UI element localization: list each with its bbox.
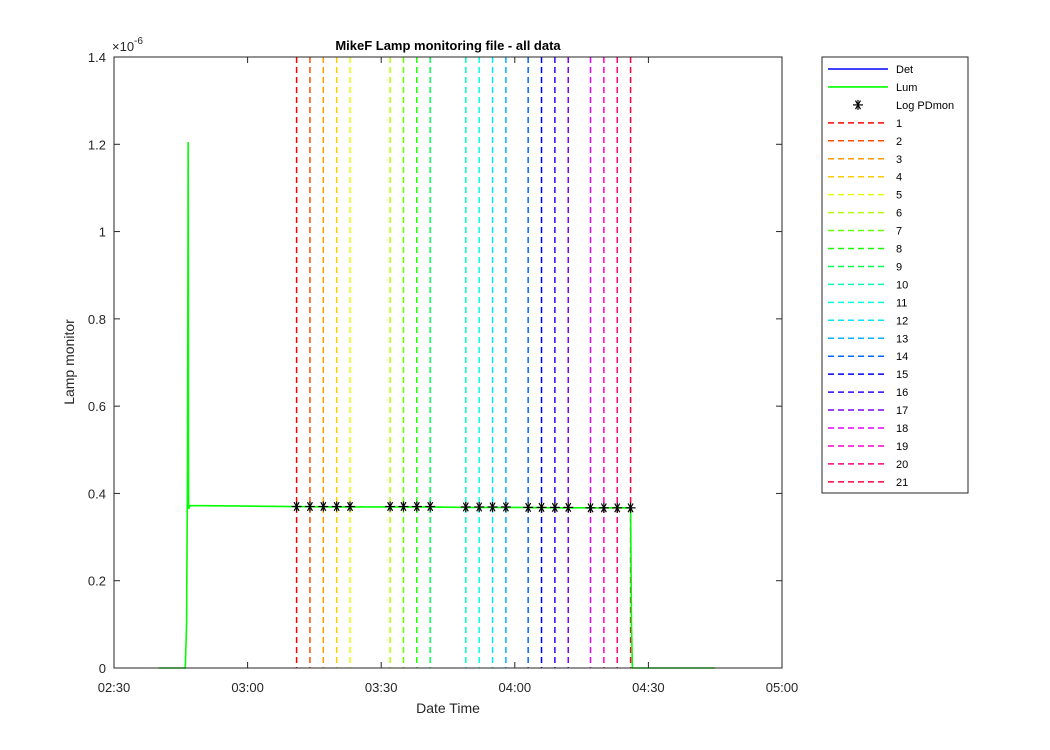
legend-label: 12 (896, 315, 908, 327)
legend-entry-2: 2 (828, 136, 902, 148)
legend-label: 8 (896, 244, 902, 256)
y-tick-label: 1.2 (88, 137, 106, 152)
legend-entry-6: 6 (828, 208, 902, 220)
legend-swatch (853, 99, 863, 110)
legend-entry-18: 18 (828, 423, 908, 435)
y-tick-label: 0 (99, 661, 106, 676)
y-tick-label: 0.6 (88, 399, 106, 414)
legend-entry-1: 1 (828, 118, 902, 130)
legend-entry-7: 7 (828, 226, 902, 238)
data-point-log-pdmon (345, 501, 356, 512)
x-tick-label: 04:30 (632, 680, 665, 695)
data-point-log-pdmon (460, 501, 471, 512)
legend-label: Det (896, 64, 913, 76)
legend-label: Log PDmon (896, 100, 954, 112)
legend-label: 10 (896, 279, 908, 291)
y-exponent-power: -6 (134, 36, 143, 47)
legend-entry-17: 17 (828, 405, 908, 417)
legend-label: Lum (896, 82, 917, 94)
log-pdmon-markers (291, 501, 636, 513)
legend-entry-det: Det (828, 64, 913, 76)
legend-label: 9 (896, 261, 902, 273)
legend-entry-11: 11 (828, 297, 907, 309)
legend-entry-19: 19 (828, 441, 908, 453)
axes-frame (113, 56, 783, 669)
x-axis-ticks: 02:30 03:00 03:30 04:00 04:30 05:00 (98, 57, 799, 695)
y-exponent-base: ×10 (112, 39, 134, 54)
x-tick-label: 05:00 (766, 680, 799, 695)
legend-entry-16: 16 (828, 387, 908, 399)
data-point-log-pdmon (598, 502, 609, 513)
x-tick-label: 03:00 (231, 680, 264, 695)
y-tick-label: 1 (99, 225, 106, 240)
y-tick-label: 1.4 (88, 50, 106, 65)
x-axis-label: Date Time (416, 700, 480, 716)
legend-label: 5 (896, 190, 902, 202)
x-tick-label: 04:00 (499, 680, 532, 695)
legend-label: 19 (896, 441, 908, 453)
axes-background (114, 57, 782, 668)
data-point-log-pdmon (474, 501, 485, 512)
y-axis-label: Lamp monitor (61, 319, 77, 405)
legend-label: 15 (896, 369, 908, 381)
legend-entry-9: 9 (828, 261, 902, 273)
data-point-log-pdmon (500, 501, 511, 512)
legend-label: 2 (896, 136, 902, 148)
legend-label: 13 (896, 333, 908, 345)
legend-entry-10: 10 (828, 279, 908, 291)
data-point-log-pdmon (563, 502, 574, 513)
legend-label: 18 (896, 423, 908, 435)
y-tick-label: 0.4 (88, 486, 106, 501)
y-tick-label: 0.8 (88, 312, 106, 327)
data-point-log-pdmon (425, 501, 436, 512)
data-point-log-pdmon (523, 502, 534, 513)
legend-entry-lum: Lum (828, 82, 917, 94)
legend-label: 21 (896, 477, 908, 489)
legend-entry-20: 20 (828, 459, 908, 471)
data-point-log-pdmon (398, 501, 409, 512)
y-axis-ticks: 0 0.2 0.4 0.6 0.8 1 1.2 1.4 (88, 50, 782, 676)
legend-entry-15: 15 (828, 369, 908, 381)
data-point-log-pdmon (549, 502, 560, 513)
legend-label: 1 (896, 118, 902, 130)
data-point-log-pdmon (304, 501, 315, 512)
data-point-log-pdmon (385, 501, 396, 512)
legend-entry-5: 5 (828, 190, 902, 202)
legend-box (821, 56, 969, 494)
legend-label: 17 (896, 405, 908, 417)
legend-entry-log-pdmon: Log PDmon (853, 99, 954, 112)
legend-label: 20 (896, 459, 908, 471)
legend-entry-14: 14 (828, 351, 908, 363)
data-point-log-pdmon (536, 502, 547, 513)
legend-label: 4 (896, 172, 902, 184)
legend-label: 16 (896, 387, 908, 399)
data-point-log-pdmon (318, 501, 329, 512)
legend-label: 7 (896, 226, 902, 238)
chart-title: MikeF Lamp monitoring file - all data (335, 38, 561, 53)
legend-entry-12: 12 (828, 315, 908, 327)
legend-entry-8: 8 (828, 244, 902, 256)
legend-label: 11 (896, 297, 907, 309)
x-tick-label: 02:30 (98, 680, 131, 695)
data-point-log-pdmon (487, 501, 498, 512)
data-point-log-pdmon (291, 501, 302, 512)
data-point-log-pdmon (612, 502, 623, 513)
data-point-log-pdmon (411, 501, 422, 512)
legend-entry-21: 21 (828, 477, 908, 489)
x-tick-label: 03:30 (365, 680, 398, 695)
data-point-log-pdmon (625, 502, 636, 513)
legend-label: 14 (896, 351, 908, 363)
legend-entry-4: 4 (828, 172, 902, 184)
data-point-log-pdmon (585, 502, 596, 513)
legend-label: 6 (896, 208, 902, 220)
legend-entry-13: 13 (828, 333, 908, 345)
y-tick-label: 0.2 (88, 574, 106, 589)
legend-entry-3: 3 (828, 154, 902, 166)
legend-label: 3 (896, 154, 902, 166)
data-point-log-pdmon (331, 501, 342, 512)
trial-marker-lines (295, 57, 632, 668)
